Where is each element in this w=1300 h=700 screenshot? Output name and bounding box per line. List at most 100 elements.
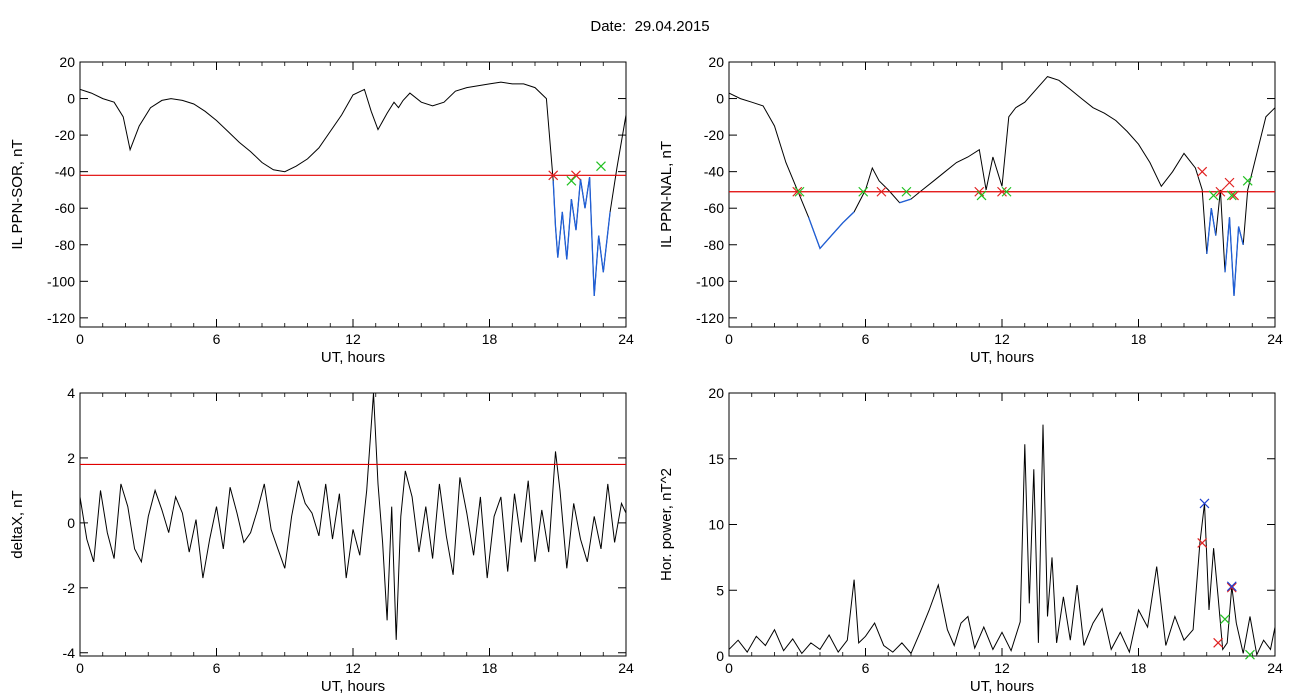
y-tick-label: 0 xyxy=(67,515,75,531)
y-tick-label: -60 xyxy=(704,200,724,216)
series-line xyxy=(729,76,1275,296)
x-tick-label: 12 xyxy=(345,660,361,676)
plot-area xyxy=(80,393,626,640)
marker-end xyxy=(1245,649,1255,660)
marker-end xyxy=(596,161,606,172)
y-tick-label: -40 xyxy=(704,164,724,180)
x-tick-label: 0 xyxy=(725,660,733,676)
figure-date-title: Date: 29.04.2015 xyxy=(0,18,1300,35)
series-line xyxy=(729,424,1275,656)
y-tick-label: 2 xyxy=(67,450,75,466)
y-axis-label: deltaX, nT xyxy=(9,490,26,558)
x-axis-label: UT, hours xyxy=(321,678,385,695)
y-tick-label: -60 xyxy=(55,200,75,216)
x-tick-label: 18 xyxy=(482,331,498,347)
plot-frame xyxy=(728,392,1276,657)
marker-start xyxy=(548,170,559,181)
marker-end xyxy=(1208,190,1219,201)
x-tick-label: 24 xyxy=(618,660,634,676)
x-tick-label: 0 xyxy=(76,331,84,347)
below-threshold-segment xyxy=(1206,208,1217,254)
marker-start xyxy=(792,186,803,197)
panel-hor-power: 0 6 12 18 24 20 15 10 5 0 UT, hours Hor. power, nT^… xyxy=(658,385,1283,695)
plot-frame xyxy=(728,61,1276,328)
y-tick-label: 10 xyxy=(708,517,724,533)
date-value: 29.04.2015 xyxy=(634,18,710,35)
x-tick-label: 6 xyxy=(213,331,221,347)
x-axis-label: UT, hours xyxy=(970,349,1034,366)
marker-peak xyxy=(1226,581,1237,592)
y-tick-label: -40 xyxy=(55,164,75,180)
marker-end xyxy=(901,186,912,197)
x-tick-label: 24 xyxy=(1267,660,1283,676)
below-threshold-segment xyxy=(899,198,912,204)
y-tick-label: -20 xyxy=(704,127,724,143)
marker-start xyxy=(1215,186,1226,197)
x-tick-label: 0 xyxy=(76,660,84,676)
marker-peak xyxy=(1199,498,1210,509)
plot-area xyxy=(729,76,1275,296)
y-tick-label: 20 xyxy=(708,54,724,70)
y-tick-label: -2 xyxy=(63,580,76,596)
x-tick-label: 12 xyxy=(345,331,361,347)
marker-start xyxy=(1226,582,1237,593)
x-tick-label: 18 xyxy=(482,660,498,676)
y-axis-label: IL PPN-SOR, nT xyxy=(9,139,26,249)
marker-start xyxy=(1197,537,1208,548)
y-tick-label: -80 xyxy=(704,237,724,253)
x-tick-label: 18 xyxy=(1131,331,1147,347)
y-tick-label: 0 xyxy=(716,648,724,664)
y-axis-label: Hor. power, nT^2 xyxy=(658,468,675,581)
y-tick-label: -120 xyxy=(696,310,724,326)
x-tick-label: 12 xyxy=(994,331,1010,347)
series-line xyxy=(80,393,626,640)
marker-end xyxy=(1242,175,1253,186)
y-tick-label: 5 xyxy=(716,582,724,598)
marker-start xyxy=(571,170,581,181)
x-tick-label: 18 xyxy=(1131,660,1147,676)
x-tick-label: 6 xyxy=(862,660,870,676)
y-tick-label: -4 xyxy=(63,645,76,661)
y-tick-label: -100 xyxy=(47,273,75,289)
plot-area xyxy=(80,81,626,296)
y-axis-label: IL PPN-NAL, nT xyxy=(658,141,675,248)
marker-start xyxy=(1213,637,1224,648)
y-tick-label: 0 xyxy=(67,91,75,107)
y-tick-label: -80 xyxy=(55,237,75,253)
below-threshold-segment xyxy=(807,211,855,250)
x-tick-label: 6 xyxy=(862,331,870,347)
marker-end xyxy=(976,190,987,201)
marker-start xyxy=(1229,190,1239,201)
x-tick-label: 6 xyxy=(213,660,221,676)
y-tick-label: -20 xyxy=(55,127,75,143)
x-tick-label: 12 xyxy=(994,660,1010,676)
y-tick-label: 0 xyxy=(716,91,724,107)
y-tick-label: -100 xyxy=(696,273,724,289)
plot-frame xyxy=(79,61,627,328)
marker-start xyxy=(1224,177,1235,188)
marker-start xyxy=(997,186,1007,197)
panel-il-ppn-sor: 0 6 12 18 24 20 0 -20 -40 -60 -80 -100 -120 UT, hours… xyxy=(9,54,634,366)
series-line xyxy=(80,81,626,296)
y-tick-label: -120 xyxy=(47,310,75,326)
y-tick-label: 15 xyxy=(708,451,724,467)
marker-end xyxy=(566,175,577,186)
y-tick-label: 20 xyxy=(708,385,724,401)
below-threshold-segment xyxy=(552,177,611,296)
marker-end xyxy=(1220,614,1230,625)
marker-start xyxy=(876,186,887,197)
x-axis-label: UT, hours xyxy=(970,678,1034,695)
marker-end xyxy=(1226,190,1237,201)
marker-start xyxy=(1197,166,1208,177)
panel-deltax: 0 6 12 18 24 4 2 0 -2 -4 UT, hours deltaX, nT xyxy=(9,385,634,695)
marker-end xyxy=(1001,186,1012,197)
date-label: Date: xyxy=(590,18,627,35)
marker-end xyxy=(858,186,869,197)
x-tick-label: 0 xyxy=(725,331,733,347)
plot-area xyxy=(729,424,1275,656)
x-axis-label: UT, hours xyxy=(321,349,385,366)
panel-il-ppn-nal: 0 6 12 18 24 20 0 -20 -40 -60 -80 -100 -120 UT, hours… xyxy=(658,54,1283,366)
marker-end xyxy=(794,186,805,197)
x-tick-label: 24 xyxy=(1267,331,1283,347)
